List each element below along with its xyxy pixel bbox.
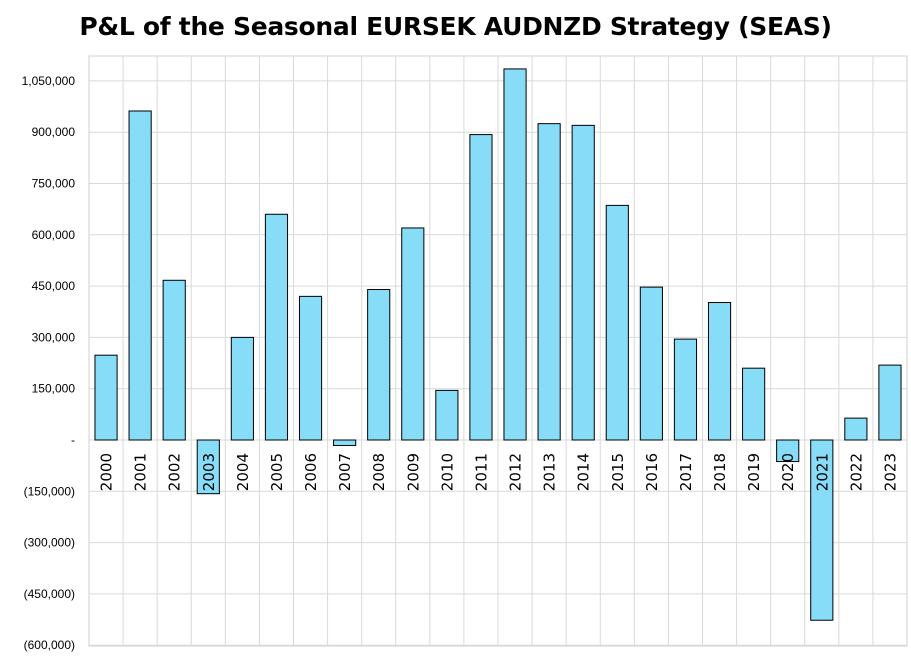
bar-2015 <box>605 204 629 441</box>
y-tick-label: - <box>71 433 75 447</box>
x-tick-label: 2023 <box>881 453 899 491</box>
x-tick-label: 2022 <box>847 453 865 491</box>
y-tick-label: (450,000) <box>24 587 75 601</box>
x-tick-label: 2008 <box>370 453 388 491</box>
bar-2000 <box>94 354 118 441</box>
bar-2003 <box>196 439 220 495</box>
bar-2018 <box>707 302 732 441</box>
bar-2012 <box>503 68 527 441</box>
y-tick-label: 750,000 <box>32 177 76 191</box>
bar-2008 <box>367 289 391 441</box>
x-tick-label: 2013 <box>541 453 559 491</box>
x-axis-tick-labels: 2000 2001 2002 2003 2004 2005 2006 2007 2008 2009… <box>98 453 900 491</box>
x-tick-label: 2021 <box>813 453 831 491</box>
x-tick-label: 2011 <box>472 453 490 491</box>
bar-2007 <box>333 439 357 446</box>
y-tick-label: 300,000 <box>32 330 76 344</box>
y-tick-label: (150,000) <box>24 484 75 498</box>
bar-2009 <box>401 227 425 441</box>
x-tick-label: 2005 <box>268 453 286 491</box>
bar-2016 <box>639 286 663 441</box>
bar-2001 <box>128 110 152 441</box>
bar-2002 <box>162 279 186 441</box>
y-tick-label: 900,000 <box>32 125 76 139</box>
chart-title: P&L of the Seasonal EURSEK AUDNZD Strate… <box>79 12 832 41</box>
y-tick-label: (600,000) <box>24 638 75 652</box>
bar-2004 <box>230 336 254 441</box>
grid-lines <box>88 55 908 647</box>
bar-2020 <box>776 439 800 463</box>
bar-2010 <box>435 389 459 441</box>
bar-2013 <box>537 123 561 441</box>
y-tick-label: (300,000) <box>24 536 75 550</box>
x-tick-label: 2002 <box>166 453 184 491</box>
x-tick-label: 2018 <box>711 453 729 491</box>
x-tick-label: 2014 <box>575 453 593 491</box>
y-tick-label: 450,000 <box>32 279 76 293</box>
x-tick-label: 2016 <box>643 453 661 491</box>
bar-2006 <box>298 295 323 441</box>
x-tick-label: 2012 <box>507 453 525 491</box>
bar-2021 <box>810 439 834 621</box>
bar-2019 <box>742 367 766 441</box>
bar-2023 <box>878 364 902 441</box>
y-tick-label: 600,000 <box>32 228 76 242</box>
x-tick-label: 2001 <box>132 453 150 491</box>
x-tick-label: 2020 <box>779 453 797 491</box>
x-tick-label: 2006 <box>302 453 320 491</box>
x-tick-label: 2010 <box>438 453 456 491</box>
x-tick-label: 2004 <box>234 453 252 491</box>
bar-2005 <box>264 213 289 441</box>
bar-2017 <box>673 338 698 441</box>
x-tick-label: 2000 <box>98 453 116 491</box>
x-tick-label: 2019 <box>745 453 763 491</box>
x-tick-label: 2003 <box>200 453 218 491</box>
y-axis-tick-labels: (600,000) (450,000) (300,000) (150,000) - 150… <box>22 74 76 652</box>
y-tick-label: 150,000 <box>32 382 76 396</box>
x-tick-label: 2009 <box>404 453 422 491</box>
x-tick-label: 2017 <box>677 453 695 491</box>
x-tick-label: 2007 <box>336 453 354 491</box>
bar-2014 <box>571 124 595 441</box>
y-tick-label: 1,050,000 <box>22 74 76 88</box>
bars <box>94 68 902 621</box>
bar-2011 <box>469 134 493 441</box>
x-tick-label: 2015 <box>609 453 627 491</box>
bar-2022 <box>844 417 868 441</box>
